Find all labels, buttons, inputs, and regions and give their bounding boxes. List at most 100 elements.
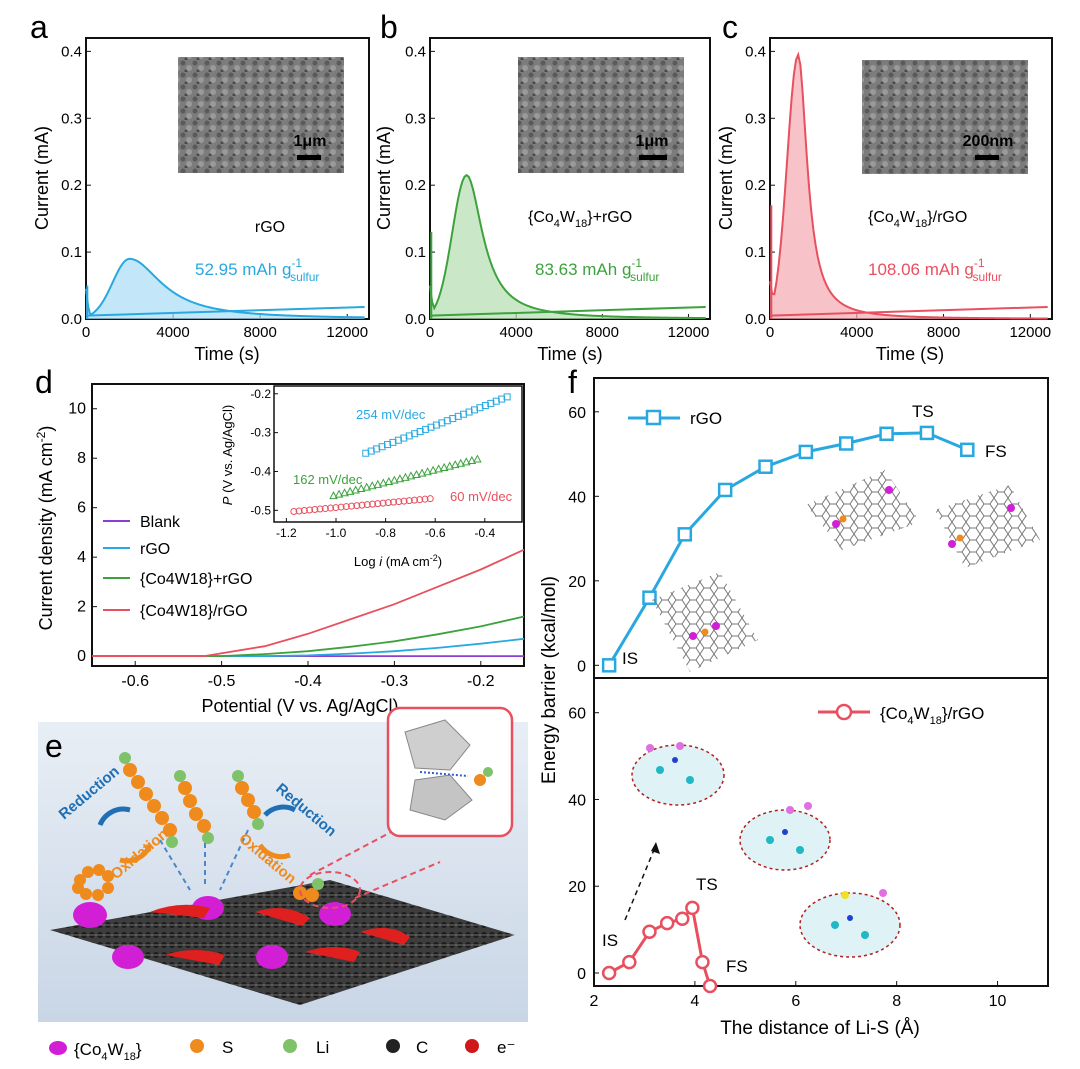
x-axis-label: Time (s): [194, 344, 259, 364]
panel-letter: b: [380, 9, 398, 45]
dashed-arrow: [624, 844, 657, 921]
inset-point: [428, 465, 438, 474]
inset-point: [384, 499, 392, 507]
inset-series: -1.2 -1.0 -0.8 -0.6 -0.4 -0.2 -0.3 -0.4 -0.5: [250, 387, 511, 540]
inset-point: [456, 458, 466, 467]
x-tick-label: 12000: [326, 324, 368, 341]
inset-point: [363, 501, 371, 509]
panel-letter: a: [30, 9, 48, 45]
inset-point: [481, 402, 489, 410]
y-axis-label: Current (mA): [32, 126, 52, 230]
series-area: [770, 54, 1048, 319]
data-point-rgo: [838, 436, 854, 451]
sem-image: [862, 60, 1028, 174]
tafel-slope-co4w18-plus-rgo: 162 mV/dec: [293, 472, 363, 487]
inset-point: [395, 498, 403, 506]
data-point-co4w18-rgo: [622, 954, 637, 970]
inset-point: [476, 404, 484, 412]
y-axis-label: Current (mA): [374, 126, 394, 230]
legend-label-co4w18-rgo: {Co4W18}/rGO: [880, 704, 984, 727]
state-label-fs: FS: [985, 442, 1007, 461]
cluster-structure-is: [631, 742, 725, 806]
electron-arrows: [150, 904, 410, 965]
series-line-rgo: [607, 431, 968, 667]
inset-point: [432, 421, 440, 429]
redox-arrows-right: [257, 804, 297, 860]
panel-c: c 200nm {Co4W18}/rGO 108.06 mAh g-1 sulfu…: [716, 9, 1053, 364]
panel-d: d Potential (V vs. Ag/AgCl) Current dens…: [34, 364, 525, 716]
lithium-icon: [283, 1039, 297, 1053]
data-point-rgo: [879, 426, 894, 442]
y-tick-label: 0.3: [405, 110, 426, 127]
series-area: [430, 175, 706, 319]
legend-label-co4w18: {Co4W18}: [74, 1040, 142, 1063]
data-point-co4w18-rgo: [601, 965, 617, 981]
inset-point: [367, 481, 377, 490]
inset-point: [342, 503, 350, 511]
polysulfide-chains: [72, 752, 324, 902]
capacity-label: 83.63 mAh g-1 sulfur: [535, 256, 659, 284]
series-line: [429, 173, 706, 320]
inset-point: [337, 503, 345, 511]
panel-b: b 1μm {Co4W18}+rGO 83.63 mAh g-1 sulfur T…: [374, 9, 711, 364]
legend-label-co4w18-plus-rgo: {Co4W18}+rGO: [140, 571, 253, 588]
inset-x-tick-label: -1.0: [326, 526, 347, 540]
inset-point: [401, 472, 410, 481]
inset-point: [470, 406, 478, 414]
chart-series: [92, 548, 525, 657]
state-label-fs: FS: [726, 957, 748, 976]
y-tick-label: 0.3: [61, 110, 82, 127]
inset-point: [390, 498, 398, 506]
y-tick-label: 0.0: [61, 311, 82, 328]
co4w18-legend-icon: [49, 1041, 67, 1055]
inset-x-tick-label: -1.2: [276, 526, 297, 540]
inset-point: [345, 486, 355, 495]
inset-point: [311, 506, 319, 514]
x-tick-label: 6: [791, 993, 800, 1010]
sulfur-icon: [190, 1039, 204, 1053]
inset-point: [321, 505, 329, 513]
carbon-icon: [386, 1039, 400, 1053]
y-tick-label: 0.4: [745, 43, 766, 60]
baseline-line: [769, 305, 1048, 317]
data-point-rgo: [960, 442, 975, 458]
legend-label-rgo: rGO: [140, 541, 170, 558]
inset-point: [379, 499, 387, 507]
cluster-structure-fs: [799, 889, 901, 958]
y-tick-label: 0.1: [745, 244, 766, 261]
inset-point: [450, 460, 460, 469]
inset-point: [434, 464, 443, 473]
y-axis-label: Current density (mA cm-2): [34, 426, 56, 631]
y-axis-label: Current (mA): [716, 126, 736, 230]
data-point-co4w18-rgo: [685, 900, 700, 916]
axis-ticks: 0 4000 8000 12000 0.0 0.1 0.2 0.3 0.4: [61, 43, 368, 341]
y-tick-label: 4: [77, 549, 86, 566]
inset-point: [400, 434, 408, 442]
y-tick-label: 0.2: [405, 177, 426, 194]
inset-point: [405, 432, 413, 440]
inset-point: [329, 491, 338, 500]
inset-point: [316, 505, 324, 513]
data-point-co4w18-rgo: [659, 915, 675, 931]
y-tick-label: 40: [568, 792, 586, 809]
x-tick-label: 0: [426, 324, 434, 341]
baseline-line: [85, 305, 365, 317]
inset-point: [362, 482, 372, 491]
inset-point: [405, 497, 413, 505]
inset-point: [306, 506, 314, 514]
series-label: {Co4W18}+rGO: [528, 209, 632, 230]
x-tick-label: 12000: [1009, 324, 1051, 341]
y-tick-label: 0.3: [745, 110, 766, 127]
inset-point: [449, 415, 457, 423]
legend-label-e: e⁻: [497, 1038, 515, 1057]
zoom-line: [309, 829, 396, 876]
inset-point: [351, 485, 360, 494]
x-tick-label: 4000: [840, 324, 873, 341]
x-tick-label: 4000: [499, 324, 532, 341]
scale-bar: [975, 155, 999, 160]
inset-point: [417, 468, 427, 477]
panel-letter: c: [722, 9, 738, 45]
x-tick-label: 0: [82, 324, 90, 341]
y-tick-label: 0: [577, 966, 586, 983]
